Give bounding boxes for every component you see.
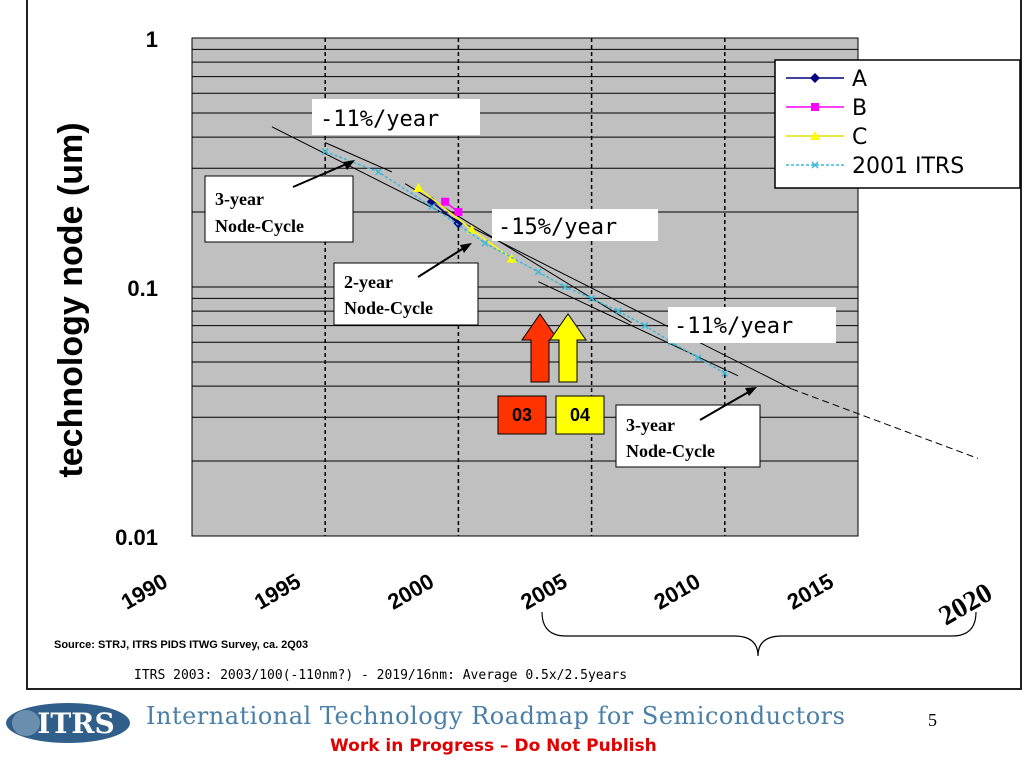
legend-item: C bbox=[786, 125, 867, 150]
x-tick-label-2020: 2020 bbox=[934, 577, 998, 632]
data-point bbox=[614, 307, 622, 315]
svg-text:ITRS: ITRS bbox=[37, 707, 114, 740]
source-note: Source: STRJ, ITRS PIDS ITWG Survey, ca.… bbox=[54, 639, 309, 651]
y-tick-label: 0.1 bbox=[127, 276, 158, 301]
range-brace bbox=[541, 611, 977, 657]
svg-text:04: 04 bbox=[570, 405, 590, 425]
x-tick-label: 2005 bbox=[516, 568, 571, 614]
rate-annotation-top: -11%/year bbox=[312, 99, 480, 135]
x-tick-label: 2010 bbox=[650, 568, 705, 614]
rate-annotation-mid: -15%/year bbox=[492, 209, 658, 241]
data-point bbox=[481, 239, 489, 247]
y-tick-label: 0.01 bbox=[115, 525, 158, 550]
legend-marker bbox=[810, 131, 820, 140]
y-tick-label: 1 bbox=[146, 27, 158, 52]
cycle-callout-mid: 2-year Node-Cycle bbox=[333, 243, 479, 326]
svg-text:-11%/year: -11%/year bbox=[320, 107, 439, 132]
work-in-progress-notice: Work in Progress – Do Not Publish bbox=[330, 736, 657, 756]
plot-border bbox=[191, 37, 859, 537]
slide-frame bbox=[26, 0, 1022, 690]
data-point bbox=[454, 208, 463, 217]
callout-arrow bbox=[699, 389, 753, 421]
data-point bbox=[466, 224, 477, 234]
chart: 1 0.1 0.01 1990 1995 2000 2005 2010 2015 technol… bbox=[52, 27, 1021, 657]
cycle-callout-top: 3-year Node-Cycle bbox=[204, 160, 355, 243]
svg-text:-11%/year: -11%/year bbox=[674, 314, 793, 339]
svg-text:3-year: 3-year bbox=[215, 189, 264, 209]
marker-04: 04 bbox=[549, 313, 605, 435]
data-point bbox=[374, 168, 383, 176]
y-axis-label: technology node (um) bbox=[52, 122, 90, 477]
grid bbox=[191, 37, 859, 537]
legend-label: 2001 ITRS bbox=[852, 154, 964, 179]
trend-line bbox=[324, 142, 393, 173]
legend-label: B bbox=[852, 96, 867, 121]
svg-text:3-year: 3-year bbox=[626, 415, 675, 435]
up-arrow-icon bbox=[549, 313, 587, 383]
up-arrow-icon bbox=[521, 313, 559, 383]
svg-text:2-year: 2-year bbox=[344, 272, 393, 292]
x-tick-label: 2015 bbox=[783, 568, 838, 614]
legend-marker bbox=[810, 73, 820, 83]
trend-line bbox=[271, 126, 792, 390]
trend-line bbox=[538, 281, 739, 377]
series-b bbox=[441, 197, 463, 217]
series-2001-itrs bbox=[321, 147, 729, 377]
summary-note: ITRS 2003: 2003/100(-110nm?) - 2019/16nm… bbox=[134, 668, 628, 683]
organization-name: International Technology Roadmap for Sem… bbox=[146, 702, 846, 730]
legend-label: C bbox=[852, 125, 867, 150]
data-series bbox=[321, 147, 729, 377]
data-point bbox=[321, 147, 329, 156]
x-tick-label: 1990 bbox=[117, 568, 172, 614]
data-point bbox=[441, 197, 450, 206]
cycle-callout-bottom: 3-year Node-Cycle bbox=[615, 387, 761, 468]
svg-text:Node-Cycle: Node-Cycle bbox=[626, 441, 715, 461]
data-point bbox=[694, 354, 702, 362]
callout-arrow bbox=[292, 161, 352, 188]
data-point bbox=[413, 182, 424, 192]
series-line bbox=[324, 150, 726, 374]
svg-text:Node-Cycle: Node-Cycle bbox=[344, 298, 433, 318]
x-tick-label: 2000 bbox=[383, 568, 438, 614]
x-tick-label: 1995 bbox=[250, 568, 305, 614]
rate-annotation-right: -11%/year bbox=[668, 307, 836, 343]
itrs-logo-icon: ITRS bbox=[6, 703, 130, 743]
data-point bbox=[721, 369, 729, 377]
footer: ITRS International Technology Roadmap fo… bbox=[0, 696, 1024, 768]
data-point bbox=[588, 294, 596, 302]
data-point bbox=[561, 283, 569, 291]
svg-text:03: 03 bbox=[512, 405, 532, 425]
legend-item: B bbox=[786, 96, 867, 121]
legend-label: A bbox=[852, 67, 867, 92]
svg-text:Node-Cycle: Node-Cycle bbox=[215, 216, 304, 236]
data-point bbox=[641, 322, 649, 330]
legend-item: 2001 ITRS bbox=[786, 154, 964, 179]
series-line bbox=[431, 201, 459, 225]
marker-03: 03 bbox=[497, 313, 559, 435]
trend-line bbox=[791, 388, 979, 459]
data-point bbox=[428, 203, 436, 211]
legend-item: A bbox=[786, 67, 867, 92]
data-point bbox=[534, 268, 542, 276]
callout-arrow bbox=[417, 245, 468, 278]
page-number: 5 bbox=[928, 710, 937, 730]
legend-marker bbox=[811, 161, 819, 169]
legend-marker bbox=[811, 103, 819, 111]
svg-text:-15%/year: -15%/year bbox=[498, 215, 617, 240]
legend: ABC 2001 ITRS bbox=[774, 59, 1021, 189]
